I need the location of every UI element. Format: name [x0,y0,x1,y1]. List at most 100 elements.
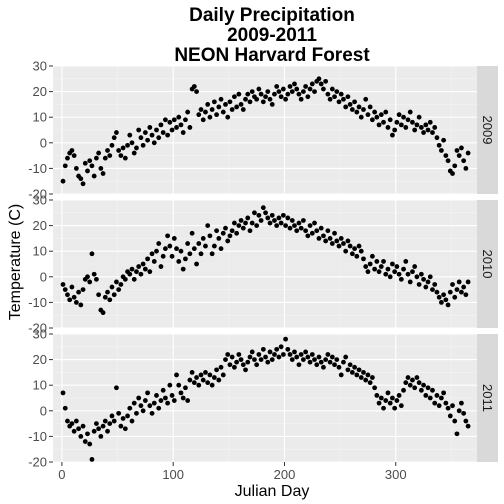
data-point [309,230,315,236]
data-point [260,205,266,211]
data-point [412,127,418,133]
data-point [223,357,228,362]
data-point [461,284,467,290]
data-point [229,107,235,112]
data-point [276,215,282,221]
data-point [209,382,215,388]
chart-title-line: NEON Harvard Forest [174,45,370,66]
data-point [196,382,202,388]
data-point [381,119,386,125]
data-point [131,276,137,282]
data-point [361,370,366,375]
data-point [178,248,184,254]
data-point [405,375,411,380]
data-point [463,292,469,298]
data-point [312,220,317,226]
data-point [236,91,242,97]
data-point [367,261,373,267]
data-point [363,96,369,102]
data-point [376,122,382,128]
data-point [62,287,68,292]
data-point [341,359,346,365]
data-point [94,421,99,426]
data-point [145,256,150,262]
data-point [122,155,128,161]
data-point [438,395,444,401]
data-point [256,352,262,357]
data-point [207,372,213,378]
data-point [122,276,128,282]
data-point [105,148,110,153]
data-point [225,238,231,244]
data-point [283,336,288,342]
data-point [80,287,86,292]
data-point [356,104,362,110]
data-point [78,434,84,439]
data-point [176,114,182,120]
data-point [414,375,420,380]
data-point [425,279,431,285]
data-point [376,269,382,275]
data-point [136,127,142,133]
data-point [260,99,266,105]
data-point [407,109,413,115]
data-point [247,99,253,105]
data-point [189,230,195,236]
data-point [129,418,135,424]
y-tick-label: 10 [33,244,47,259]
data-point [352,246,357,252]
data-point [354,372,360,378]
data-point [410,377,415,383]
data-point [245,215,251,221]
data-point [187,125,193,130]
data-point [76,289,81,295]
data-point [407,279,413,285]
y-tick-label: -10 [28,161,47,176]
data-point [96,426,102,432]
data-point [118,153,124,159]
data-point [109,284,115,290]
data-point [263,210,268,216]
data-point [232,220,237,226]
data-point [243,220,248,226]
data-point [191,84,197,89]
data-point [102,418,108,424]
facet-strip-label: 2009 [480,116,495,145]
facet-strip-label: 2011 [480,384,495,412]
data-point [214,112,219,118]
facet-panel-2009: -20 -10 0 10 20 30 2009 [28,59,498,202]
data-point [414,122,420,128]
data-point [459,289,464,295]
data-point [229,354,235,360]
data-point [365,372,371,378]
data-point [392,127,398,133]
data-point [436,294,442,300]
data-point [372,385,378,391]
data-point [107,297,113,303]
data-point [385,266,391,272]
data-point [349,370,355,375]
data-point [276,354,282,360]
data-point [71,428,77,434]
data-point [287,84,293,89]
data-point [198,107,204,112]
data-point [71,153,77,159]
data-point [416,114,422,120]
data-point [316,354,322,360]
data-point [156,405,162,411]
data-point [245,91,251,97]
data-point [238,357,244,362]
data-point [332,94,337,100]
data-point [80,423,86,429]
data-point [180,266,186,272]
data-point [280,86,286,92]
y-tick-label: -20 [28,321,47,336]
data-point [149,132,155,138]
data-point [374,393,380,398]
data-point [329,241,335,246]
x-axis-title: Julian Day [235,483,310,500]
data-point [403,259,409,264]
data-point [418,271,424,277]
data-point [392,405,398,411]
